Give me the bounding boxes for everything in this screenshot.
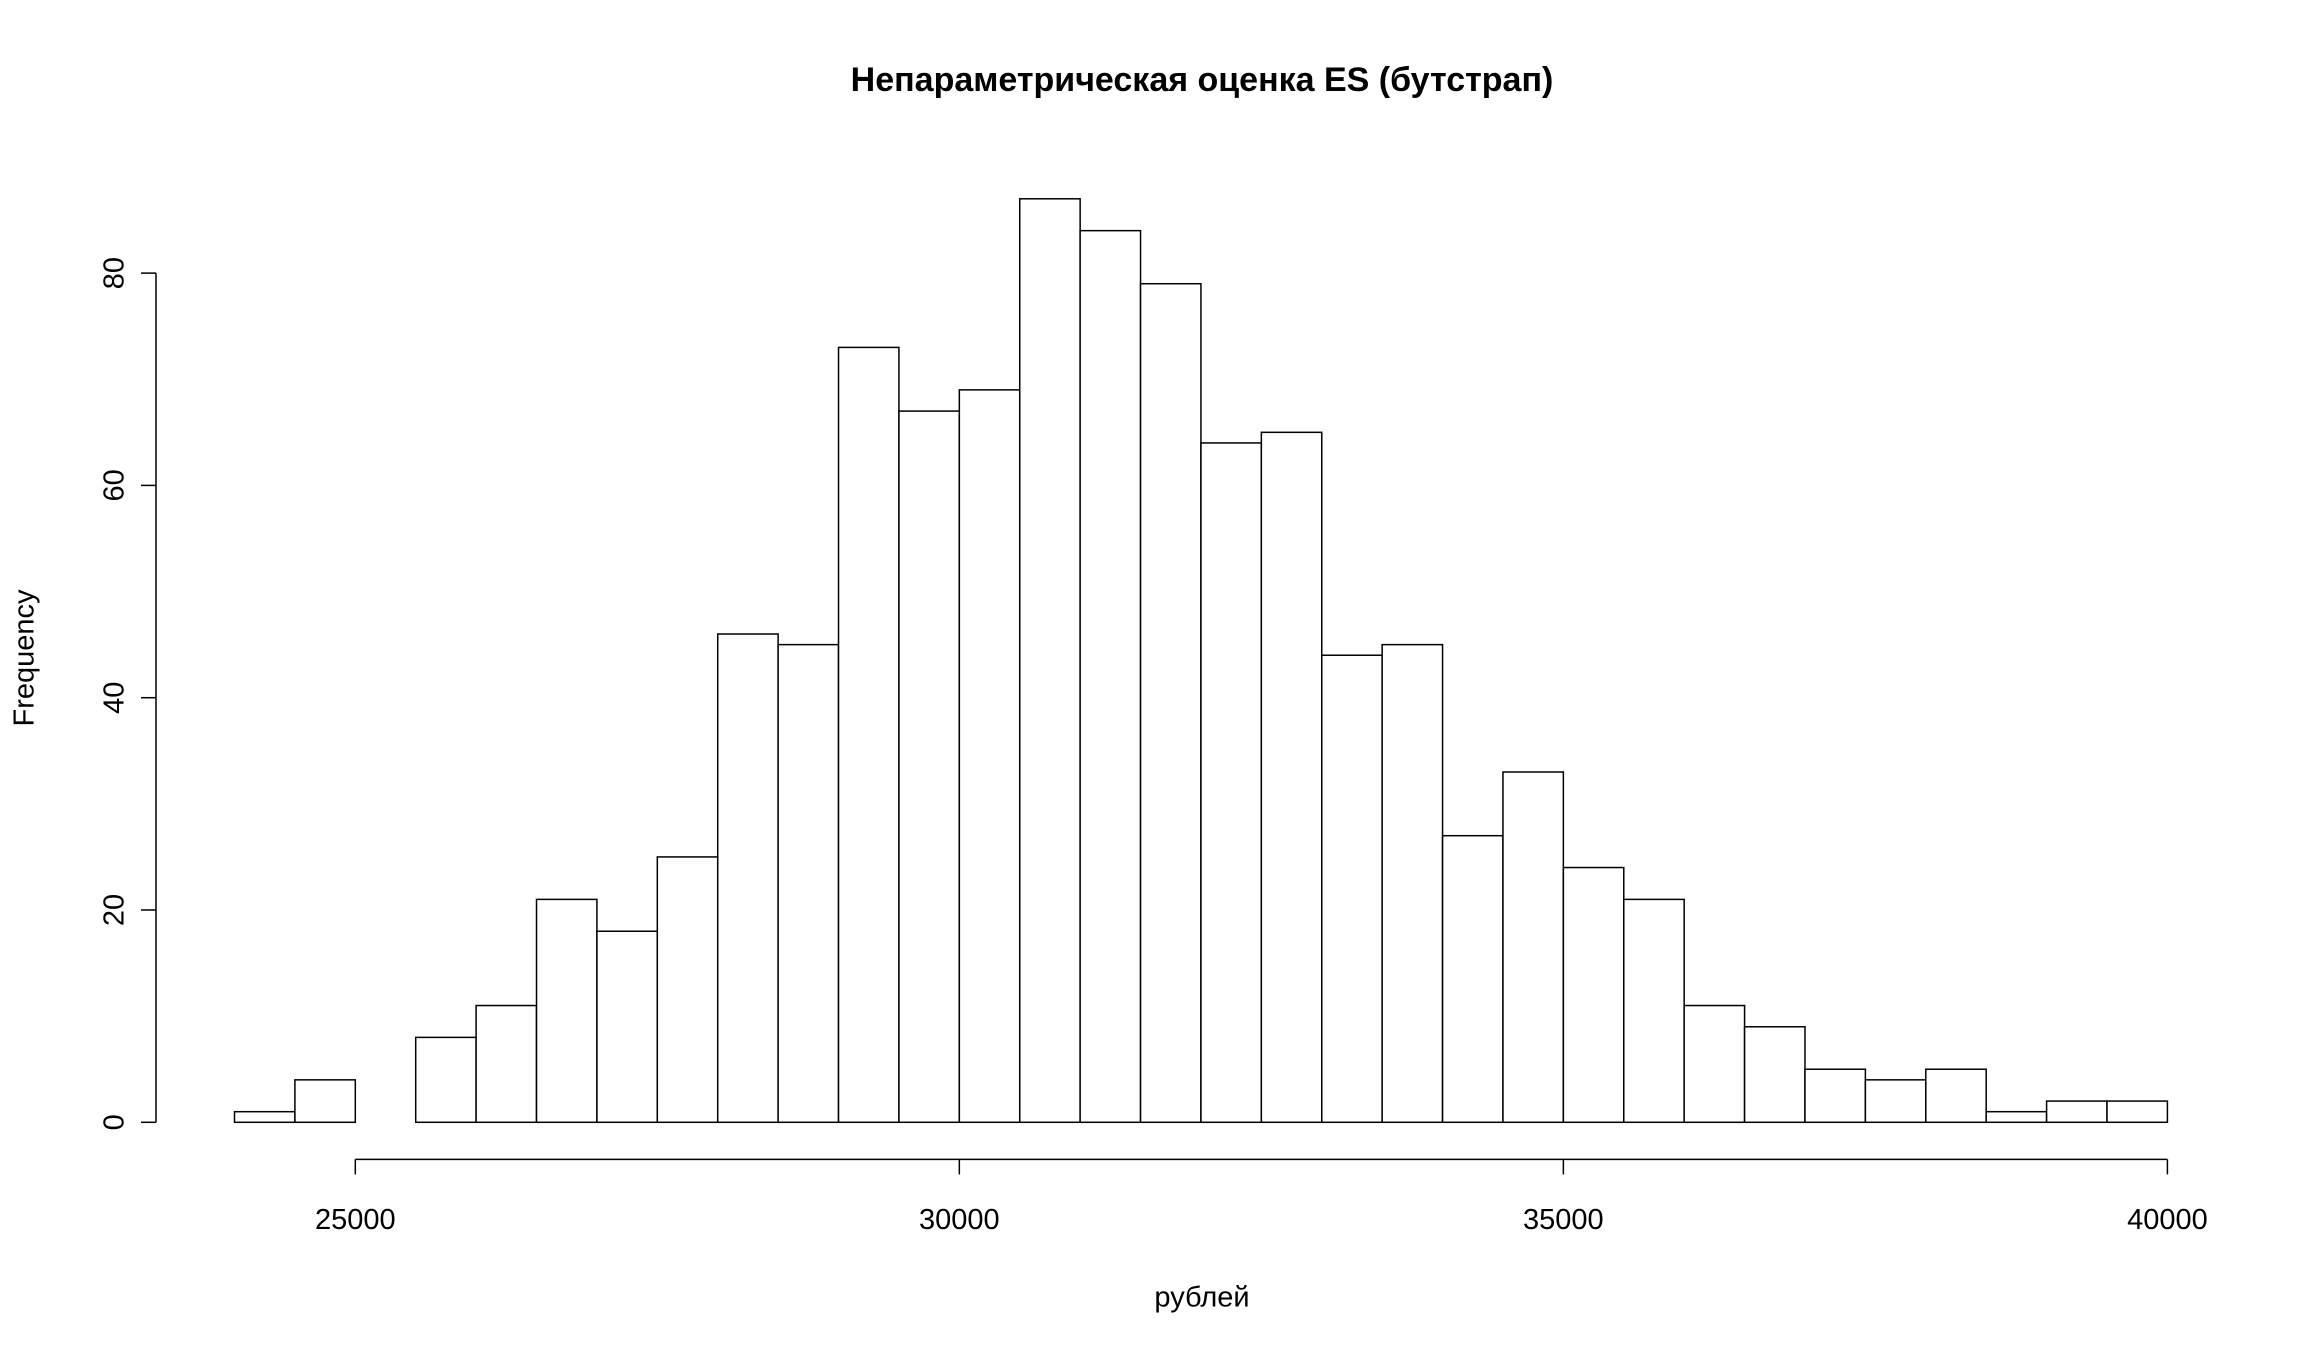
bar [1864, 1079, 1927, 1124]
y-tick-label: 80 [99, 257, 131, 289]
bar [475, 1004, 538, 1124]
bar [777, 643, 840, 1124]
bar [716, 633, 779, 1124]
bar [1441, 834, 1504, 1124]
bar [1079, 229, 1142, 1124]
bar [1623, 898, 1685, 1124]
bar [1804, 1068, 1867, 1124]
bar [1018, 198, 1081, 1124]
bar [958, 389, 1021, 1124]
x-tick-label: 25000 [315, 1204, 396, 1236]
bar [2106, 1100, 2169, 1124]
bar [1985, 1110, 2048, 1124]
bar [1743, 1026, 1806, 1124]
y-tick-label: 0 [99, 1114, 131, 1130]
bar [1562, 866, 1625, 1124]
bar [1200, 442, 1263, 1124]
bar [2045, 1100, 2108, 1124]
bar [414, 1036, 477, 1124]
bar [1260, 431, 1323, 1124]
bar [596, 930, 659, 1124]
y-tick-label: 60 [99, 469, 131, 501]
y-tick-label: 20 [99, 894, 131, 926]
bar [1502, 771, 1565, 1124]
bar [1139, 282, 1202, 1124]
bar [535, 898, 598, 1124]
y-tick-label: 40 [99, 682, 131, 714]
bar [233, 1110, 296, 1124]
bar [898, 410, 961, 1124]
bar [837, 346, 900, 1124]
chart-title: Непараметрическая оценка ES (бутстрап) [851, 61, 1554, 99]
bar [1381, 643, 1444, 1124]
bar [294, 1079, 357, 1124]
x-tick-label: 40000 [2127, 1204, 2208, 1236]
x-axis-label: рублей [1154, 1282, 1249, 1314]
x-tick-label: 35000 [1523, 1204, 1604, 1236]
x-tick-label: 30000 [919, 1204, 1000, 1236]
bar [1683, 1004, 1746, 1124]
bar [656, 856, 719, 1124]
bar [1321, 654, 1383, 1124]
y-axis-label: Frequency [9, 589, 41, 727]
bar [1925, 1068, 1987, 1124]
